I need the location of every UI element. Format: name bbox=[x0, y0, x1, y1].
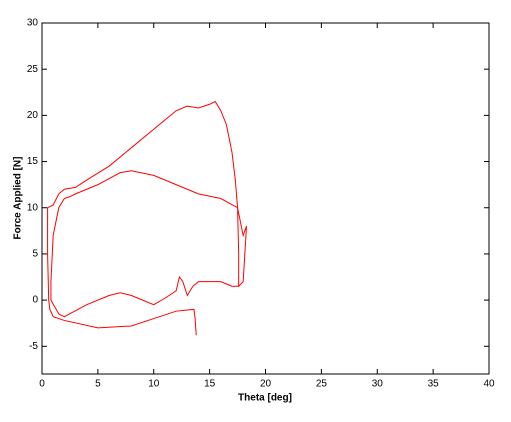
x-tick-label: 20 bbox=[260, 379, 272, 390]
x-tick-label: 40 bbox=[483, 379, 495, 390]
x-tick-label: 30 bbox=[372, 379, 384, 390]
y-tick-label: -5 bbox=[29, 341, 38, 352]
y-tick-label: 25 bbox=[27, 64, 39, 75]
y-axis-label: Force Applied [N] bbox=[13, 157, 24, 240]
data-line bbox=[47, 100, 248, 336]
x-axis-label: Theta [deg] bbox=[238, 393, 292, 404]
y-tick-label: 10 bbox=[27, 202, 39, 213]
x-tick-label: 35 bbox=[428, 379, 440, 390]
y-tick-label: 30 bbox=[27, 18, 39, 29]
x-tick-label: 15 bbox=[204, 379, 216, 390]
y-tick-label: 15 bbox=[27, 156, 39, 167]
x-tick-label: 5 bbox=[95, 379, 101, 390]
x-tick-label: 25 bbox=[316, 379, 328, 390]
y-tick-label: 20 bbox=[27, 110, 39, 121]
plot-frame bbox=[41, 22, 490, 375]
x-tick-label: 0 bbox=[39, 379, 45, 390]
y-tick-label: 5 bbox=[32, 249, 38, 260]
y-tick-label: 0 bbox=[32, 295, 38, 306]
x-tick-label: 10 bbox=[148, 379, 160, 390]
